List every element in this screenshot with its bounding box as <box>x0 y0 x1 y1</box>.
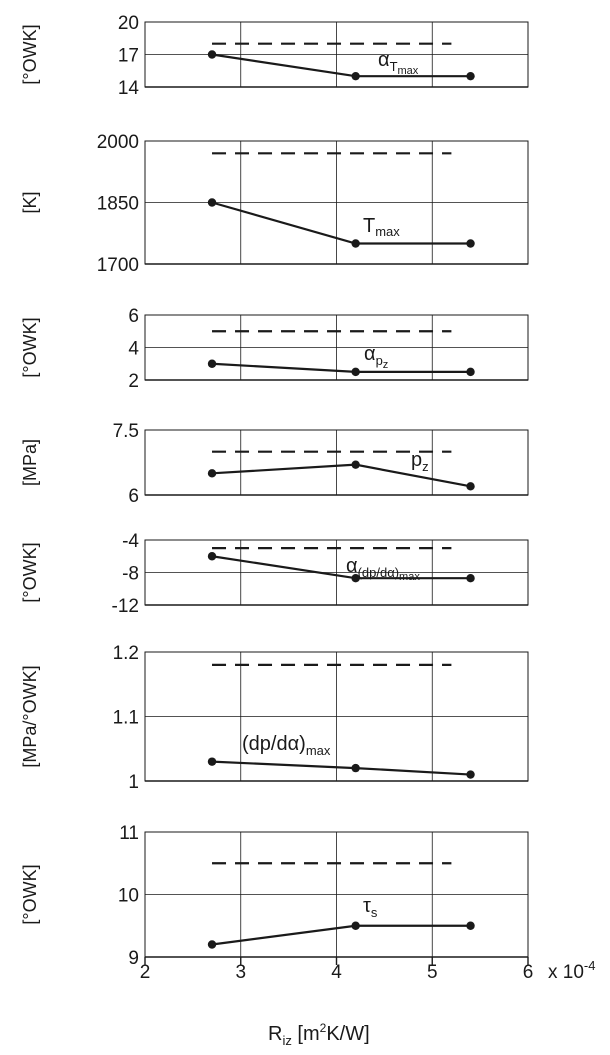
label-pz: pz <box>411 449 429 474</box>
panel-3: 6 4 2 [°OWK] <box>20 306 529 392</box>
chart-panels: 20 17 14 [°OWK] 2000 1850 1700 [K] 6 4 2 [°OWK] 7.5 6… <box>20 13 529 969</box>
label-alpha-dpda-max: α(dp/dα)max <box>346 555 420 583</box>
series-line <box>211 760 471 776</box>
y-tick-label: 1.2 <box>113 643 139 664</box>
series-line <box>211 201 471 245</box>
y-tick-label: 2000 <box>97 132 139 153</box>
data-point <box>466 482 475 491</box>
y-tick-label: 6 <box>128 486 139 507</box>
data-point <box>466 239 475 248</box>
y-tick-label: 1700 <box>97 255 139 276</box>
y-tick-label: 4 <box>128 339 139 360</box>
data-point <box>466 921 475 930</box>
x-tick-label: 5 <box>427 962 438 983</box>
x-tick-label: 3 <box>235 962 246 983</box>
y-tick-label: 1850 <box>97 194 139 215</box>
panel-5: -4 -8 -12 [°OWK] <box>20 531 529 617</box>
data-point <box>351 763 360 773</box>
label-dpda-max: (dp/dα)max <box>242 733 331 758</box>
y-tick-label: -4 <box>122 531 139 552</box>
y-axis-label: [K] <box>20 191 40 213</box>
data-point <box>207 757 217 766</box>
data-point <box>207 940 217 949</box>
series-line <box>211 463 471 488</box>
x-axis-multiplier: x 10-4 <box>548 958 595 983</box>
y-tick-label: 14 <box>118 78 140 99</box>
y-tick-label: 1.1 <box>113 708 139 729</box>
data-point <box>207 198 217 207</box>
y-tick-label: 10 <box>118 886 139 907</box>
x-tick-label: 2 <box>140 962 151 983</box>
y-tick-label: 20 <box>118 13 139 34</box>
panel-2: 2000 1850 1700 [K] <box>20 132 529 276</box>
series-line <box>211 924 471 946</box>
data-point <box>351 239 360 248</box>
y-tick-label: 7.5 <box>113 421 139 442</box>
label-tmax: Tmax <box>363 215 400 239</box>
data-point <box>207 50 217 59</box>
y-tick-label: 17 <box>118 46 139 67</box>
y-tick-label: -8 <box>122 564 139 585</box>
panel-1: 20 17 14 [°OWK] <box>20 13 529 99</box>
panel-6: 1.2 1.1 1 [MPa/°OWK] <box>20 643 529 793</box>
data-point <box>207 552 217 561</box>
data-point <box>207 469 217 478</box>
data-point <box>466 573 475 583</box>
y-tick-label: 2 <box>128 371 139 392</box>
data-point <box>351 573 360 583</box>
data-point <box>351 460 360 469</box>
data-point <box>466 367 475 377</box>
x-tick-label: 4 <box>331 962 342 983</box>
data-point <box>207 359 217 368</box>
x-axis-ticks: 2 3 4 5 6 <box>140 957 534 983</box>
panel-4: 7.5 6 [MPa] <box>20 421 529 507</box>
data-point <box>351 71 360 81</box>
series-line <box>211 555 471 580</box>
y-axis-label: [°OWK] <box>20 317 40 377</box>
y-axis-label: [MPa] <box>20 439 40 486</box>
y-tick-label: -12 <box>112 596 139 617</box>
data-point <box>466 71 475 81</box>
x-axis-label: Riz [m2K/W] <box>268 1021 370 1048</box>
series-line <box>211 53 471 78</box>
label-tau-s: τs <box>363 895 378 920</box>
y-tick-label: 1 <box>128 772 139 793</box>
y-tick-label: 6 <box>128 306 139 327</box>
panel-7: 11 10 9 [°OWK] <box>20 823 529 969</box>
y-axis-label: [°OWK] <box>20 864 40 924</box>
data-point <box>351 921 360 930</box>
y-tick-label: 9 <box>128 948 139 969</box>
label-alpha-pz: αpz <box>364 343 388 371</box>
x-tick-label: 6 <box>523 962 534 983</box>
series-line <box>211 362 471 373</box>
label-alpha-tmax: αTmax <box>378 49 419 77</box>
y-tick-label: 11 <box>119 823 139 844</box>
y-axis-label: [°OWK] <box>20 542 40 602</box>
y-axis-label: [MPa/°OWK] <box>20 665 40 767</box>
data-point <box>351 367 360 377</box>
y-axis-label: [°OWK] <box>20 24 40 84</box>
data-point <box>466 770 475 779</box>
